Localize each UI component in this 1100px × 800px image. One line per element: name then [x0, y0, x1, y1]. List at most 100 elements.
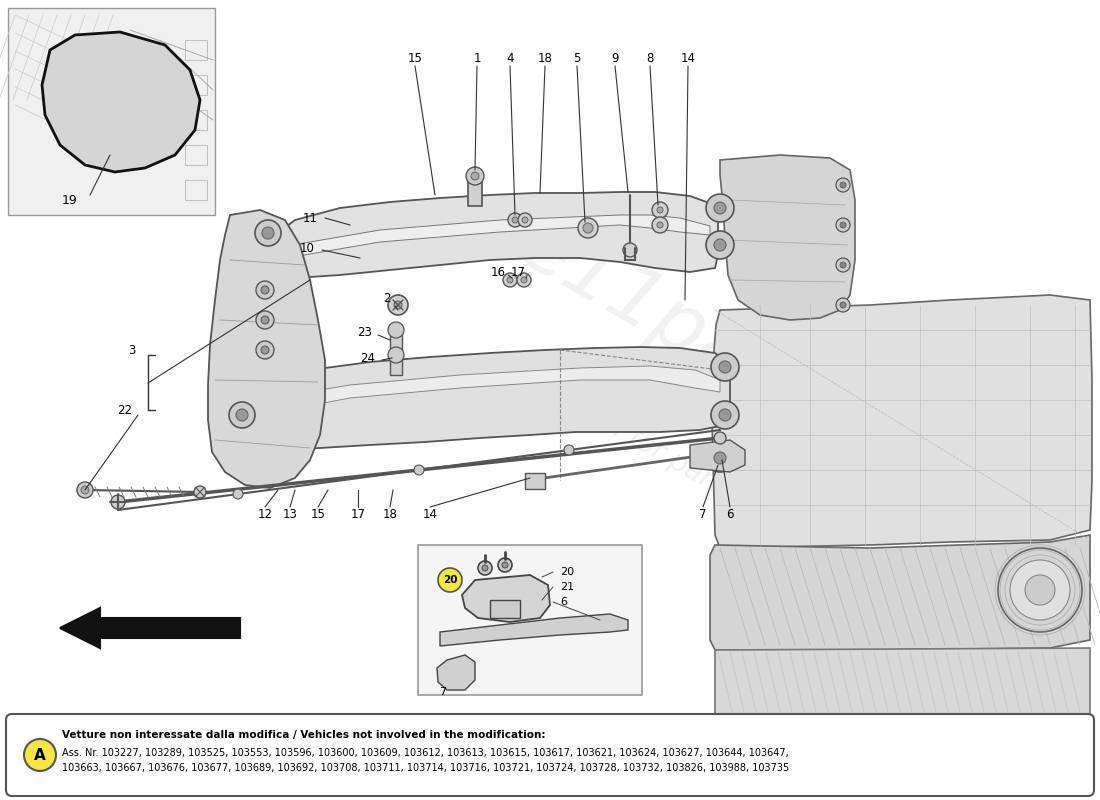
Circle shape — [706, 194, 734, 222]
Circle shape — [840, 302, 846, 308]
Text: 18: 18 — [538, 51, 552, 65]
Polygon shape — [228, 347, 730, 450]
Circle shape — [714, 432, 726, 444]
Circle shape — [507, 277, 513, 283]
Circle shape — [706, 444, 734, 472]
Text: 17: 17 — [351, 509, 365, 522]
Bar — [185, 145, 207, 165]
Circle shape — [517, 273, 531, 287]
Circle shape — [24, 739, 56, 771]
Circle shape — [840, 222, 846, 228]
Bar — [185, 40, 207, 60]
Text: 21: 21 — [560, 582, 574, 592]
Circle shape — [471, 172, 478, 180]
Circle shape — [256, 281, 274, 299]
Circle shape — [564, 445, 574, 455]
Text: 10: 10 — [299, 242, 315, 254]
Bar — [468, 178, 482, 206]
Circle shape — [836, 298, 850, 312]
Circle shape — [578, 218, 598, 238]
Circle shape — [1010, 560, 1070, 620]
Circle shape — [81, 486, 89, 494]
Circle shape — [502, 562, 508, 568]
Circle shape — [261, 286, 270, 294]
Circle shape — [719, 361, 732, 373]
Polygon shape — [720, 155, 855, 320]
Bar — [185, 180, 207, 200]
Circle shape — [714, 239, 726, 251]
Circle shape — [438, 568, 462, 592]
Text: 4: 4 — [506, 51, 514, 65]
Bar — [8, 8, 214, 215]
Text: 17: 17 — [510, 266, 526, 278]
Text: 103663, 103667, 103676, 103677, 103689, 103692, 103708, 103711, 103714, 103716, : 103663, 103667, 103676, 103677, 103689, … — [62, 763, 790, 773]
Text: 16: 16 — [491, 266, 506, 278]
Circle shape — [262, 227, 274, 239]
Circle shape — [711, 353, 739, 381]
Bar — [525, 473, 544, 489]
Circle shape — [657, 207, 663, 213]
Bar — [418, 545, 642, 695]
Circle shape — [583, 223, 593, 233]
Text: 18: 18 — [383, 509, 397, 522]
Circle shape — [706, 231, 734, 259]
Polygon shape — [260, 366, 720, 415]
Circle shape — [836, 258, 850, 272]
Text: 19: 19 — [62, 194, 78, 206]
Circle shape — [236, 409, 248, 421]
Circle shape — [719, 409, 732, 421]
Text: 12: 12 — [257, 509, 273, 522]
Text: 23: 23 — [358, 326, 373, 338]
Circle shape — [388, 295, 408, 315]
Circle shape — [256, 311, 274, 329]
Polygon shape — [440, 614, 628, 646]
Text: a passion for parts: a passion for parts — [500, 353, 739, 507]
Text: 15: 15 — [310, 509, 326, 522]
Bar — [185, 110, 207, 130]
Text: A: A — [34, 747, 46, 762]
Circle shape — [111, 495, 125, 509]
Circle shape — [714, 452, 726, 464]
Circle shape — [998, 548, 1082, 632]
Circle shape — [498, 558, 512, 572]
Bar — [390, 330, 402, 350]
Circle shape — [394, 301, 402, 309]
Text: 7: 7 — [439, 687, 447, 697]
Circle shape — [482, 565, 488, 571]
Text: Vetture non interessate dalla modifica / Vehicles not involved in the modificati: Vetture non interessate dalla modifica /… — [62, 730, 546, 740]
Text: 1: 1 — [473, 51, 481, 65]
Circle shape — [652, 217, 668, 233]
Polygon shape — [437, 655, 475, 690]
Text: 14: 14 — [422, 509, 438, 522]
Text: 22: 22 — [118, 403, 132, 417]
Circle shape — [623, 243, 637, 257]
Circle shape — [711, 401, 739, 429]
Text: 11: 11 — [302, 211, 318, 225]
Circle shape — [478, 561, 492, 575]
Circle shape — [836, 178, 850, 192]
Circle shape — [77, 482, 94, 498]
Polygon shape — [275, 215, 710, 260]
FancyBboxPatch shape — [6, 714, 1094, 796]
Circle shape — [256, 341, 274, 359]
Polygon shape — [712, 295, 1092, 548]
Circle shape — [194, 486, 206, 498]
Circle shape — [255, 220, 280, 246]
Bar — [185, 75, 207, 95]
Circle shape — [1025, 575, 1055, 605]
Text: 7: 7 — [700, 509, 706, 522]
Bar — [490, 600, 520, 618]
Circle shape — [522, 217, 528, 223]
Polygon shape — [42, 32, 200, 172]
Text: 13: 13 — [283, 509, 297, 522]
Polygon shape — [255, 192, 718, 278]
Circle shape — [229, 402, 255, 428]
Text: 14: 14 — [681, 51, 695, 65]
Circle shape — [518, 213, 532, 227]
Circle shape — [512, 217, 518, 223]
Text: Ass. Nr. 103227, 103289, 103525, 103553, 103596, 103600, 103609, 103612, 103613,: Ass. Nr. 103227, 103289, 103525, 103553,… — [62, 748, 789, 758]
Polygon shape — [462, 575, 550, 622]
Polygon shape — [690, 440, 745, 472]
Text: 2: 2 — [383, 291, 390, 305]
Circle shape — [233, 489, 243, 499]
